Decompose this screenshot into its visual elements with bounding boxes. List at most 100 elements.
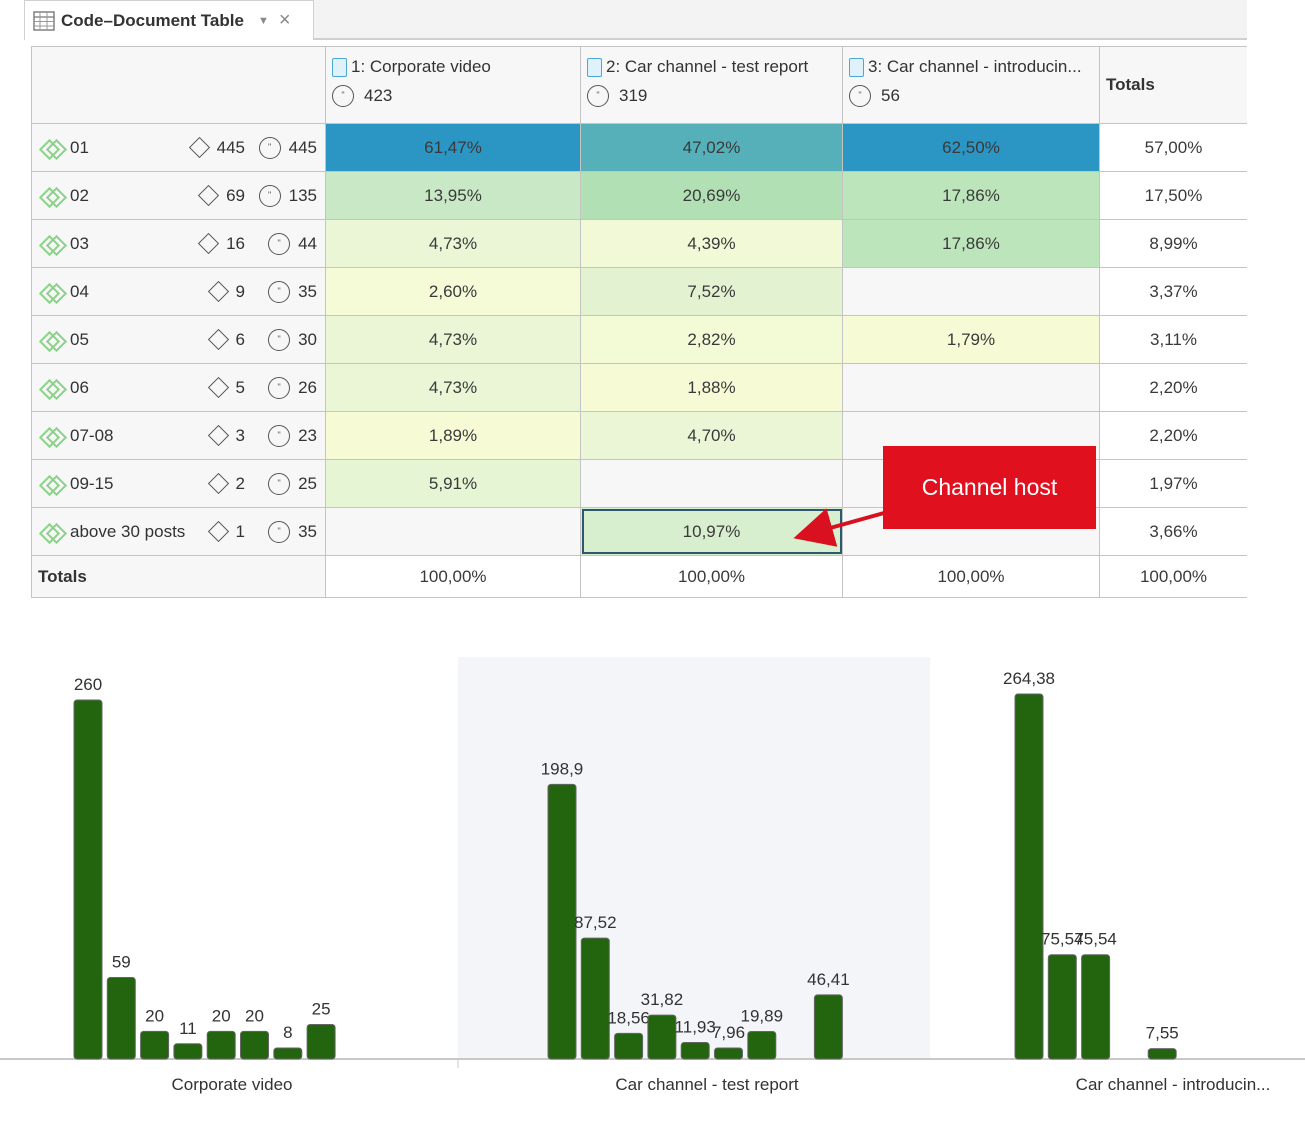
column-count: 319 <box>619 86 648 105</box>
segment-count: 44 <box>298 233 317 253</box>
value-cell[interactable]: 61,47% <box>326 124 581 172</box>
code-icon <box>40 476 64 492</box>
chart-bar <box>273 1047 303 1060</box>
table-icon <box>33 10 55 31</box>
document-icon <box>587 57 602 77</box>
code-cell[interactable]: 02 69 " 135 <box>31 172 326 220</box>
tab-title: Code–Document Table <box>61 10 244 30</box>
segment-count: 30 <box>298 329 317 349</box>
group-label: Car channel - test report <box>615 1075 799 1094</box>
column-header-1[interactable]: 1: Corporate video " 423 <box>326 46 581 124</box>
code-name: 07-08 <box>70 425 114 445</box>
code-cell[interactable]: 06 5 " 26 <box>31 364 326 412</box>
row-total-cell: 3,37% <box>1100 268 1247 316</box>
value-cell[interactable]: 17,86% <box>843 220 1100 268</box>
value-cell[interactable]: 13,95% <box>326 172 581 220</box>
value-cell[interactable] <box>581 460 843 508</box>
callout-channel-host: Channel host <box>883 446 1096 529</box>
chart-bar <box>240 1030 269 1060</box>
bar-value-label: 46,41 <box>807 970 850 989</box>
column-count: 56 <box>881 86 900 105</box>
segment-count: 23 <box>298 425 317 445</box>
diamond-icon <box>207 328 229 351</box>
bar-value-label: 198,9 <box>541 759 584 778</box>
chart-bar <box>1147 1048 1177 1060</box>
value-cell[interactable]: 1,89% <box>326 412 581 460</box>
diamond-icon <box>207 376 229 399</box>
row-total-cell: 1,97% <box>1100 460 1247 508</box>
document-icon <box>849 57 864 77</box>
value-cell[interactable]: 4,70% <box>581 412 843 460</box>
column-header-3[interactable]: 3: Car channel - introducin... " 56 <box>843 46 1100 124</box>
table-row: 06 5 " 26 4,73% 1,88% 2,20% <box>31 364 1247 412</box>
value-cell[interactable]: 20,69% <box>581 172 843 220</box>
table-row: 07-08 3 " 23 1,89% 4,70% 2,20% <box>31 412 1247 460</box>
diamond-icon <box>207 424 229 447</box>
bar-value-label: 18,56 <box>607 1008 650 1027</box>
code-icon <box>40 380 64 396</box>
chart-bar <box>614 1032 644 1060</box>
code-icon <box>40 140 64 156</box>
chart-bar <box>580 937 610 1060</box>
code-icon <box>40 188 64 204</box>
value-cell[interactable]: 4,73% <box>326 316 581 364</box>
diamond-icon <box>207 472 229 495</box>
value-cell[interactable]: 62,50% <box>843 124 1100 172</box>
column-header-2[interactable]: 2: Car channel - test report " 319 <box>581 46 843 124</box>
group-label: Car channel - introducin... <box>1076 1075 1271 1094</box>
code-cell[interactable]: 05 6 " 30 <box>31 316 326 364</box>
chart-bar <box>747 1031 777 1060</box>
code-name: above 30 posts <box>70 521 186 541</box>
value-cell[interactable]: 17,86% <box>843 172 1100 220</box>
table-row: 09-15 2 " 25 5,91% 1,97% <box>31 460 1247 508</box>
diamond-icon <box>207 520 229 543</box>
row-total-cell: 2,20% <box>1100 364 1247 412</box>
value-cell[interactable]: 5,91% <box>326 460 581 508</box>
value-cell[interactable]: 47,02% <box>581 124 843 172</box>
code-cell[interactable]: 07-08 3 " 23 <box>31 412 326 460</box>
selected-cell-outline <box>582 509 842 554</box>
value-cell[interactable]: 1,79% <box>843 316 1100 364</box>
code-frequency: 5 <box>235 377 245 397</box>
segment-count: 35 <box>298 521 317 541</box>
table-row: 04 9 " 35 2,60% 7,52% 3,37% <box>31 268 1247 316</box>
segment-icon: " <box>268 232 291 255</box>
value-cell[interactable]: 4,73% <box>326 364 581 412</box>
code-cell[interactable]: above 30 posts 1 " 35 <box>31 508 326 556</box>
code-frequency: 9 <box>235 281 245 301</box>
bar-value-label: 25 <box>312 999 331 1018</box>
chart-bar <box>813 994 843 1060</box>
value-cell[interactable]: 4,39% <box>581 220 843 268</box>
tab-code-document-table[interactable]: Code–Document Table ▼ × <box>24 0 314 40</box>
value-cell[interactable] <box>326 508 581 556</box>
bar-value-label: 260 <box>74 675 102 694</box>
close-icon[interactable]: × <box>278 9 291 31</box>
code-cell[interactable]: 03 16 " 44 <box>31 220 326 268</box>
chart-bar <box>647 1014 677 1060</box>
chevron-down-icon[interactable]: ▼ <box>257 14 269 27</box>
chart-bar <box>173 1043 203 1060</box>
value-cell[interactable]: 7,52% <box>581 268 843 316</box>
value-cell[interactable]: 2,60% <box>326 268 581 316</box>
value-cell[interactable] <box>843 268 1100 316</box>
value-cell[interactable]: 1,88% <box>581 364 843 412</box>
code-cell[interactable]: 04 9 " 35 <box>31 268 326 316</box>
code-frequency: 69 <box>226 185 245 205</box>
value-cell[interactable]: 4,73% <box>326 220 581 268</box>
code-cell[interactable]: 09-15 2 " 25 <box>31 460 326 508</box>
code-frequency: 6 <box>235 329 245 349</box>
table-row: 01 445 " 445 61,47% 47,02% 62,50% 57,00% <box>31 124 1247 172</box>
column-total-cell: 100,00% <box>843 556 1100 598</box>
segment-icon: " <box>587 85 609 107</box>
code-name: 02 <box>70 185 89 205</box>
code-icon <box>40 332 64 348</box>
column-total-cell: 100,00% <box>1100 556 1247 598</box>
column-count: 423 <box>364 86 393 105</box>
table-row: 05 6 " 30 4,73% 2,82% 1,79% 3,11% <box>31 316 1247 364</box>
segment-icon: " <box>268 520 291 543</box>
code-cell[interactable]: 01 445 " 445 <box>31 124 326 172</box>
value-cell[interactable]: 2,82% <box>581 316 843 364</box>
column-total-cell: 100,00% <box>326 556 581 598</box>
chart-bar <box>1014 693 1044 1060</box>
value-cell[interactable] <box>843 364 1100 412</box>
